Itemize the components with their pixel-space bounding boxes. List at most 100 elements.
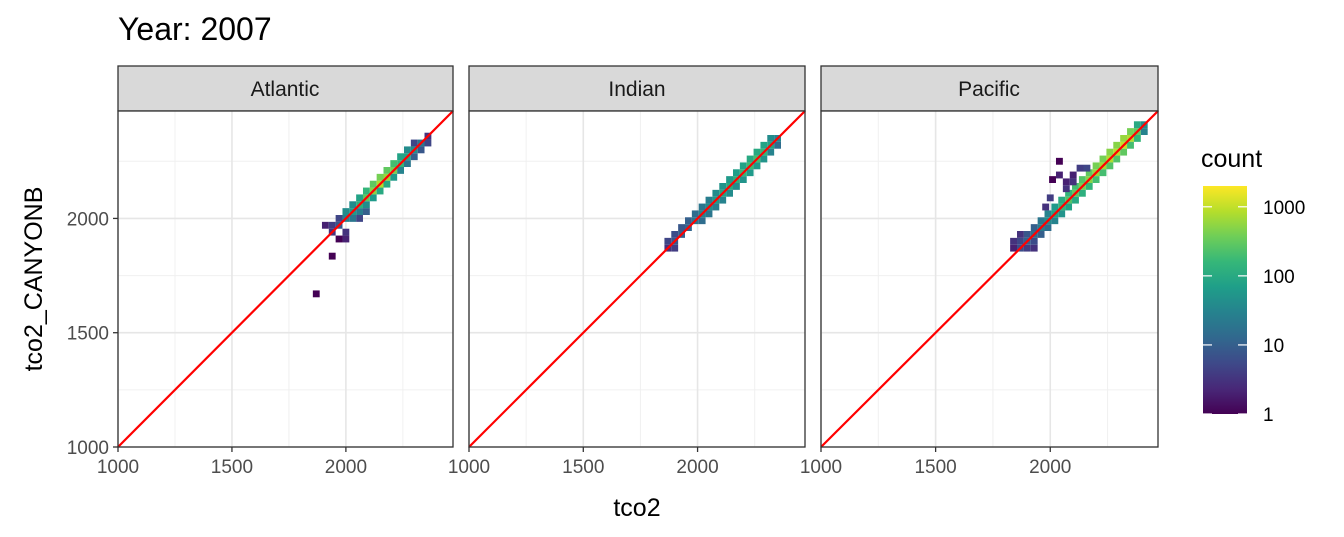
reference-line-pacific bbox=[820, 110, 1159, 448]
bin-indian-16 bbox=[705, 210, 713, 218]
bin-atlantic-8 bbox=[342, 235, 350, 243]
bin-pacific-0 bbox=[1010, 244, 1018, 252]
bin-atlantic-35 bbox=[397, 167, 405, 174]
bin-indian-39 bbox=[760, 141, 768, 149]
bin-atlantic-5 bbox=[335, 235, 343, 243]
legend-colorbar bbox=[1203, 186, 1247, 414]
bin-pacific-53 bbox=[1127, 141, 1134, 149]
bin-atlantic-38 bbox=[404, 160, 411, 167]
bin-indian-34 bbox=[746, 169, 754, 177]
bin-atlantic-22 bbox=[369, 180, 377, 188]
bin-pacific-46 bbox=[1113, 141, 1121, 149]
y-tick-label-2000: 2000 bbox=[67, 209, 109, 230]
bin-pacific-60 bbox=[1055, 171, 1063, 179]
bin-pacific-5 bbox=[1023, 244, 1031, 252]
bin-indian-28 bbox=[733, 183, 740, 190]
bin-pacific-22 bbox=[1058, 196, 1066, 204]
bin-indian-24 bbox=[726, 176, 733, 183]
panel-pacific: Pacific 1000 1500 2000 bbox=[800, 65, 1159, 478]
bin-pacific-35 bbox=[1085, 183, 1093, 190]
bin-atlantic-28 bbox=[383, 167, 391, 174]
bin-indian-42 bbox=[767, 135, 775, 142]
bin-pacific-4 bbox=[1017, 231, 1024, 238]
bin-pacific-44 bbox=[1106, 162, 1114, 170]
bin-atlantic-9 bbox=[342, 228, 350, 236]
x-tick-label-indian-1500: 1500 bbox=[562, 457, 604, 478]
color-legend: count 1 10 100 1000 bbox=[1201, 145, 1305, 426]
bin-pacific-49 bbox=[1120, 135, 1128, 142]
bin-atlantic-29 bbox=[383, 180, 391, 188]
bin-pacific-1 bbox=[1010, 237, 1018, 245]
bin-pacific-11 bbox=[1030, 237, 1038, 245]
bin-pacific-7 bbox=[1023, 231, 1031, 238]
plot-border-indian bbox=[468, 110, 806, 448]
bin-atlantic-41 bbox=[410, 139, 418, 147]
bin-indian-4 bbox=[671, 231, 679, 238]
bin-pacific-56 bbox=[1133, 135, 1141, 142]
bin-pacific-41 bbox=[1099, 169, 1107, 177]
x-tick-label-atlantic-1500: 1500 bbox=[211, 457, 253, 478]
y-axis-ticks: 1000 1500 2000 bbox=[67, 209, 118, 459]
bin-pacific-68 bbox=[1046, 194, 1054, 202]
bin-atlantic-19 bbox=[362, 187, 370, 195]
bin-indian-6 bbox=[678, 224, 685, 231]
bin-atlantic-37 bbox=[404, 146, 411, 154]
bin-atlantic-43 bbox=[417, 146, 425, 154]
bin-atlantic-17 bbox=[356, 194, 363, 202]
bin-pacific-26 bbox=[1065, 203, 1073, 211]
bin-atlantic-2 bbox=[321, 221, 329, 229]
bin-indian-21 bbox=[719, 183, 727, 190]
bin-indian-45 bbox=[774, 141, 781, 149]
legend-label-100: 100 bbox=[1263, 267, 1295, 288]
plot-border-pacific bbox=[820, 110, 1159, 448]
bin-atlantic-34 bbox=[397, 153, 405, 161]
bin-atlantic-16 bbox=[356, 208, 363, 215]
bin-pacific-17 bbox=[1044, 224, 1052, 231]
legend-label-10: 10 bbox=[1263, 336, 1284, 357]
bin-atlantic-25 bbox=[376, 173, 384, 181]
legend-label-1000: 1000 bbox=[1263, 198, 1305, 219]
x-tick-label-pacific-1500: 1500 bbox=[914, 457, 956, 478]
bin-pacific-28 bbox=[1072, 183, 1079, 190]
bin-atlantic-11 bbox=[342, 208, 350, 215]
x-ticks-pacific: 1000 1500 2000 bbox=[800, 447, 1071, 478]
bin-pacific-19 bbox=[1051, 203, 1059, 211]
bin-pacific-29 bbox=[1072, 196, 1079, 204]
bin-atlantic-46 bbox=[362, 208, 370, 215]
legend-label-1: 1 bbox=[1263, 405, 1274, 426]
strip-pacific bbox=[820, 65, 1159, 112]
bin-atlantic-32 bbox=[390, 173, 398, 181]
bin-pacific-66 bbox=[1076, 164, 1084, 172]
strip-atlantic bbox=[117, 65, 454, 112]
x-ticks-indian: 1000 1500 2000 bbox=[448, 447, 719, 478]
bin-indian-13 bbox=[698, 217, 706, 225]
bin-indian-40 bbox=[760, 155, 768, 163]
bin-atlantic-47 bbox=[356, 215, 363, 222]
bin-indian-25 bbox=[726, 189, 733, 197]
bin-pacific-20 bbox=[1051, 217, 1059, 225]
y-tick-label-1500: 1500 bbox=[67, 324, 109, 345]
plot-border-atlantic bbox=[117, 110, 454, 448]
bin-atlantic-31 bbox=[390, 160, 398, 167]
strip-label-atlantic: Atlantic bbox=[251, 78, 320, 101]
bin-indian-31 bbox=[739, 176, 747, 183]
panel-indian: Indian 1000 1500 2000 bbox=[448, 65, 806, 478]
bin-pacific-65 bbox=[1069, 178, 1077, 186]
x-tick-label-pacific-1000: 1000 bbox=[800, 457, 842, 478]
bin-atlantic-7 bbox=[335, 215, 343, 222]
bin-indian-30 bbox=[739, 162, 747, 170]
bin-pacific-47 bbox=[1113, 155, 1121, 163]
bin-pacific-69 bbox=[1042, 203, 1050, 211]
bin-indian-10 bbox=[691, 210, 699, 218]
bin-pacific-38 bbox=[1092, 176, 1100, 183]
bin-pacific-8 bbox=[1030, 244, 1038, 252]
bin-atlantic-44 bbox=[424, 139, 432, 147]
bin-pacific-13 bbox=[1037, 217, 1045, 225]
bin-pacific-61 bbox=[1062, 178, 1070, 186]
bin-indian-36 bbox=[753, 148, 761, 156]
bin-atlantic-0 bbox=[312, 290, 320, 298]
x-ticks-atlantic: 1000 1500 2000 bbox=[97, 447, 367, 478]
bin-atlantic-13 bbox=[349, 201, 357, 209]
bin-indian-27 bbox=[733, 169, 740, 177]
